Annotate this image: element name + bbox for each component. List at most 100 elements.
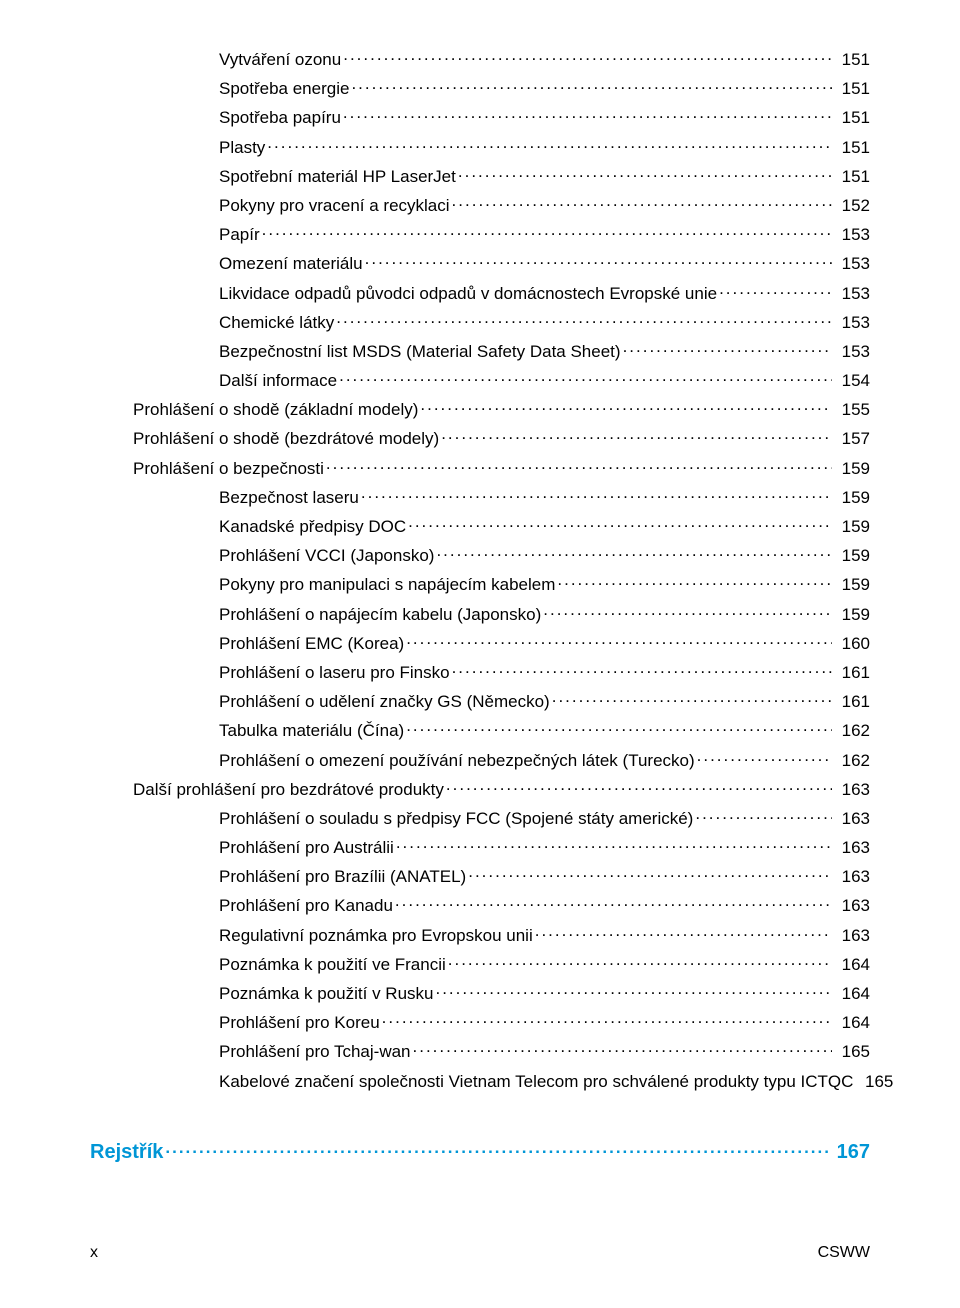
toc-leader — [420, 398, 832, 415]
toc-leader — [697, 749, 832, 766]
index-section: Rejstřík 167 — [90, 1138, 870, 1162]
toc-entry-label: Prohlášení EMC (Korea) — [219, 635, 404, 652]
toc-entry: Prohlášení o udělení značky GS (Německo)… — [90, 690, 870, 710]
toc-entry: Tabulka materiálu (Čína)162 — [90, 719, 870, 739]
toc-leader — [267, 136, 832, 153]
toc-entry-page: 153 — [834, 285, 870, 302]
toc-leader — [719, 282, 832, 299]
toc-entry-label: Papír — [219, 226, 260, 243]
toc-entry-page: 163 — [834, 897, 870, 914]
toc-entry: Pokyny pro vracení a recyklaci152 — [90, 194, 870, 214]
toc-leader — [343, 106, 832, 123]
toc-entry-page: 163 — [834, 868, 870, 885]
toc-entry-page: 155 — [834, 401, 870, 418]
toc-entry: Další informace154 — [90, 369, 870, 389]
toc-entry-label: Likvidace odpadů původci odpadů v domácn… — [219, 285, 717, 302]
toc-leader — [452, 194, 832, 211]
toc-entry: Likvidace odpadů původci odpadů v domácn… — [90, 282, 870, 302]
toc-entry: Vytváření ozonu151 — [90, 48, 870, 68]
toc-entry-page: 163 — [834, 927, 870, 944]
toc-entry: Prohlášení EMC (Korea) 160 — [90, 632, 870, 652]
toc-entry: Další prohlášení pro bezdrátové produkty… — [90, 778, 870, 798]
toc-entry-label: Poznámka k použití ve Francii — [219, 956, 446, 973]
toc-entry-page: 151 — [834, 168, 870, 185]
toc-entry-page: 154 — [834, 372, 870, 389]
toc-entry: Poznámka k použití ve Francii164 — [90, 953, 870, 973]
toc-entry: Bezpečnostní list MSDS (Material Safety … — [90, 340, 870, 360]
toc-entry: Prohlášení o laseru pro Finsko161 — [90, 661, 870, 681]
toc-entry-page: 164 — [834, 985, 870, 1002]
toc-entry-label: Prohlášení o udělení značky GS (Německo) — [219, 693, 550, 710]
toc-leader — [382, 1011, 832, 1028]
toc-entry-page: 151 — [834, 80, 870, 97]
toc-entry: Pokyny pro manipulaci s napájecím kabele… — [90, 573, 870, 593]
toc-entry-page: 159 — [834, 460, 870, 477]
toc-entry-label: Prohlášení VCCI (Japonsko) — [219, 547, 434, 564]
toc-entry-page: 159 — [834, 606, 870, 623]
page-footer: x CSWW — [90, 1244, 870, 1262]
toc-entry-page: 153 — [834, 255, 870, 272]
toc-entry-label: Omezení materiálu — [219, 255, 363, 272]
toc-entry: Prohlášení pro Koreu164 — [90, 1011, 870, 1031]
toc-entry-label: Prohlášení pro Koreu — [219, 1014, 380, 1031]
toc-entry-label: Tabulka materiálu (Čína) — [219, 722, 404, 739]
toc-entry: Spotřeba papíru151 — [90, 106, 870, 126]
toc-entry-label: Pokyny pro vracení a recyklaci — [219, 197, 450, 214]
toc-entry-page: 153 — [834, 314, 870, 331]
toc-entry: Prohlášení pro Tchaj-wan165 — [90, 1040, 870, 1060]
toc-entry: Prohlášení o shodě (bezdrátové modely) 15… — [90, 427, 870, 447]
toc-entry-label: Prohlášení o souladu s předpisy FCC (Spo… — [219, 810, 693, 827]
toc-leader — [446, 778, 832, 795]
toc-entry-label: Prohlášení o shodě (základní modely) — [133, 401, 418, 418]
toc-entry-page: 151 — [834, 51, 870, 68]
toc-leader — [436, 544, 832, 561]
toc-entry: Prohlášení pro Kanadu163 — [90, 894, 870, 914]
toc-entry: Prohlášení o napájecím kabelu (Japonsko)… — [90, 603, 870, 623]
toc-entry-page: 162 — [834, 752, 870, 769]
toc-entry-page: 151 — [834, 139, 870, 156]
toc-entry-label: Prohlášení o shodě (bezdrátové modely) — [133, 430, 439, 447]
toc-entry-label: Prohlášení pro Austrálii — [219, 839, 394, 856]
toc-leader — [262, 223, 832, 240]
toc-leader — [435, 982, 832, 999]
toc-entry-page: 159 — [834, 576, 870, 593]
toc-entry: Papír153 — [90, 223, 870, 243]
toc-entry-label: Spotřební materiál HP LaserJet — [219, 168, 456, 185]
toc-entry-page: 153 — [834, 343, 870, 360]
toc-entry: Prohlášení o omezení používání nebezpečn… — [90, 749, 870, 769]
toc-entry: Prohlášení VCCI (Japonsko)159 — [90, 544, 870, 564]
toc-entry-page: 163 — [834, 810, 870, 827]
index-line: Rejstřík 167 — [90, 1138, 870, 1162]
toc-entry-label: Chemické látky — [219, 314, 334, 331]
toc-leader — [339, 369, 832, 386]
toc-leader — [441, 427, 832, 444]
toc-entry-label: Poznámka k použití v Rusku — [219, 985, 433, 1002]
toc-entry-page: 160 — [834, 635, 870, 652]
toc-entry: Poznámka k použití v Rusku 164 — [90, 982, 870, 1002]
toc-leader — [413, 1040, 832, 1057]
toc-entry: Bezpečnost laseru159 — [90, 486, 870, 506]
footer-left: x — [90, 1244, 98, 1262]
footer-right: CSWW — [818, 1244, 870, 1262]
toc-leader — [396, 836, 832, 853]
toc-entry-label: Prohlášení o napájecím kabelu (Japonsko) — [219, 606, 541, 623]
toc-entry-label: Bezpečnost laseru — [219, 489, 359, 506]
toc-leader — [343, 48, 832, 65]
toc-entry: Prohlášení o shodě (základní modely) 155 — [90, 398, 870, 418]
toc-leader — [452, 661, 832, 678]
toc-entry-label: Pokyny pro manipulaci s napájecím kabele… — [219, 576, 555, 593]
toc-entry: Omezení materiálu 153 — [90, 252, 870, 272]
toc-entry-page: 165 — [834, 1043, 870, 1060]
toc-leader — [365, 252, 832, 269]
toc-entry-label: Spotřeba papíru — [219, 109, 341, 126]
toc-entry-page: 163 — [834, 839, 870, 856]
toc-entry-page: 157 — [834, 430, 870, 447]
toc-entry-label: Prohlášení o bezpečnosti — [133, 460, 324, 477]
toc-entry-label: Kanadské předpisy DOC — [219, 518, 406, 535]
toc-leader — [336, 311, 832, 328]
toc-entry-page: 161 — [834, 693, 870, 710]
toc-entry-label: Bezpečnostní list MSDS (Material Safety … — [219, 343, 621, 360]
toc-entry-label: Kabelové značení společnosti Vietnam Tel… — [219, 1073, 853, 1090]
toc-leader — [623, 340, 832, 357]
toc-leader — [468, 865, 832, 882]
